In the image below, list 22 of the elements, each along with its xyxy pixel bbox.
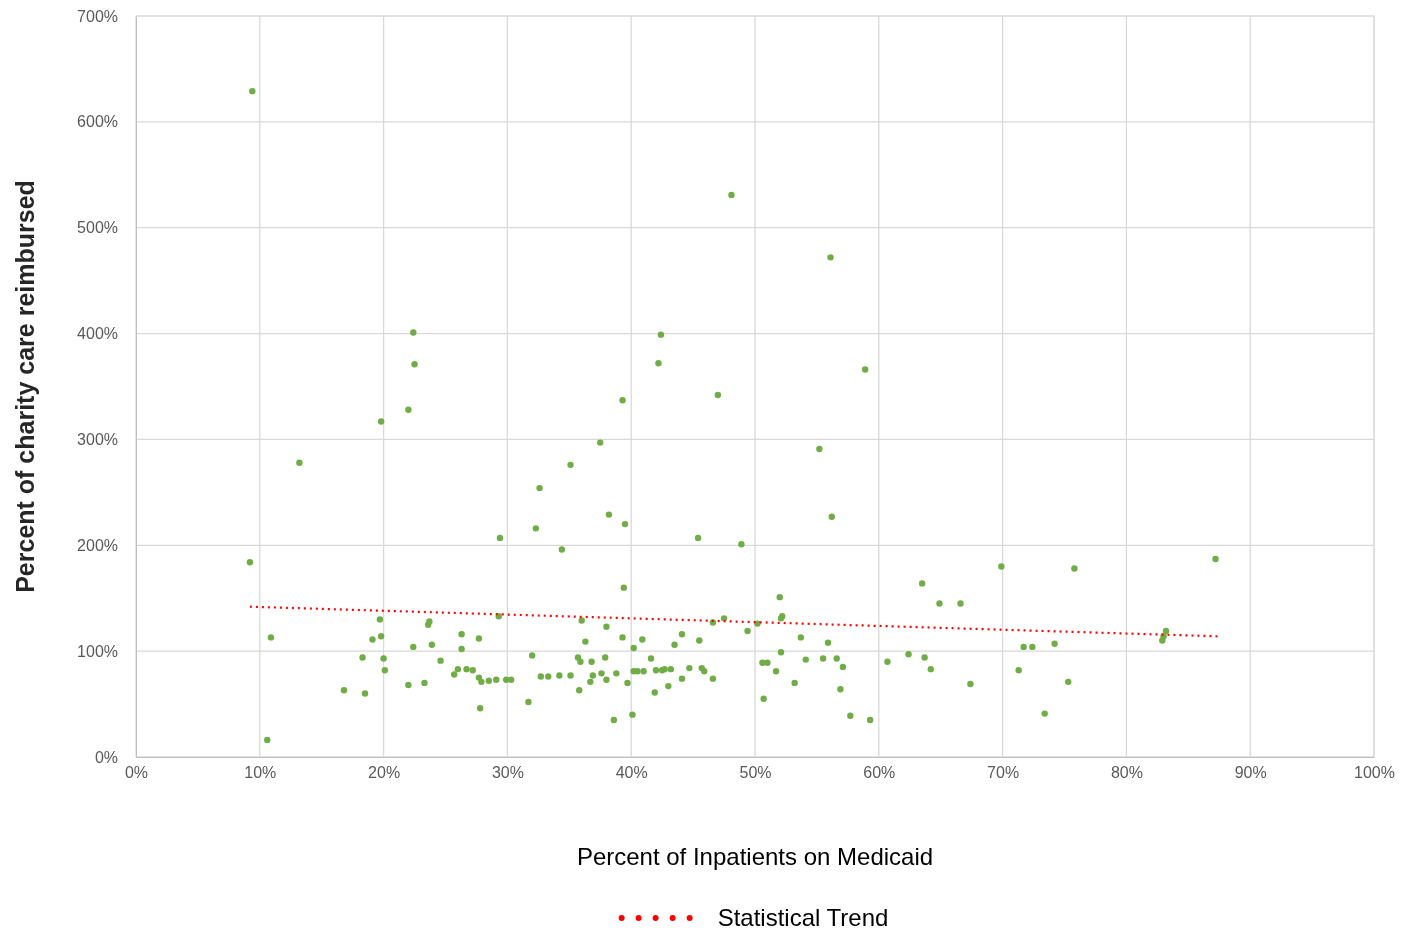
- y-tick-label: 400%: [77, 325, 118, 343]
- x-tick-label: 30%: [491, 764, 524, 782]
- x-tick-label: 90%: [1234, 764, 1267, 782]
- y-tick-label: 700%: [77, 7, 118, 25]
- y-tick-label: 100%: [77, 642, 118, 660]
- x-tick-label: 70%: [987, 764, 1020, 782]
- y-tick-label: 200%: [77, 536, 118, 554]
- y-tick-label: 0%: [94, 748, 118, 766]
- x-tick-label: 60%: [863, 764, 896, 782]
- x-tick-label: 100%: [1354, 764, 1395, 782]
- y-tick-label: 600%: [77, 113, 118, 131]
- legend-label: Statistical Trend: [717, 904, 889, 931]
- x-tick-label: 80%: [1110, 764, 1143, 782]
- x-tick-label: 20%: [368, 764, 401, 782]
- x-tick-label: 0%: [124, 764, 149, 782]
- x-axis-title: Percent of Inpatients on Medicaid: [576, 843, 934, 870]
- x-tick-label: 10%: [244, 764, 277, 782]
- y-tick-label: 300%: [77, 431, 118, 449]
- y-axis-title: Percent of charity care reimbursed: [11, 180, 39, 593]
- y-tick-label: 500%: [77, 219, 118, 237]
- x-tick-label: 50%: [739, 764, 772, 782]
- x-tick-label: 40%: [615, 764, 648, 782]
